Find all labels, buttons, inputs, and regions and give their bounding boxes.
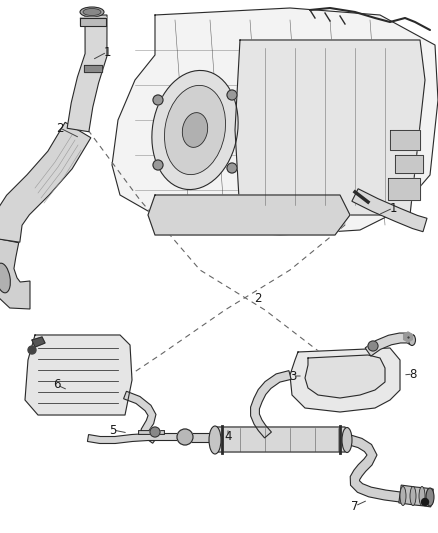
Ellipse shape <box>182 112 208 147</box>
Polygon shape <box>251 370 291 438</box>
Circle shape <box>177 429 193 445</box>
Text: 1: 1 <box>389 201 397 214</box>
Ellipse shape <box>419 487 425 505</box>
Ellipse shape <box>209 426 221 454</box>
Polygon shape <box>67 15 107 132</box>
Polygon shape <box>88 433 185 443</box>
Circle shape <box>28 346 36 354</box>
Circle shape <box>227 163 237 173</box>
Circle shape <box>153 160 163 170</box>
Text: 2: 2 <box>56 122 64 134</box>
Circle shape <box>421 498 428 505</box>
Text: 1: 1 <box>103 45 111 59</box>
Polygon shape <box>235 40 425 215</box>
Ellipse shape <box>342 427 352 453</box>
Bar <box>84 65 102 72</box>
Ellipse shape <box>410 487 416 505</box>
Polygon shape <box>0 122 91 242</box>
Circle shape <box>227 90 237 100</box>
Polygon shape <box>305 355 385 398</box>
Polygon shape <box>0 237 30 309</box>
Ellipse shape <box>152 70 238 190</box>
Ellipse shape <box>0 263 11 293</box>
Polygon shape <box>399 485 433 507</box>
Bar <box>388 178 420 200</box>
Polygon shape <box>25 335 132 415</box>
Text: 7: 7 <box>351 499 359 513</box>
Circle shape <box>150 427 160 437</box>
Text: 6: 6 <box>53 378 61 392</box>
Circle shape <box>368 341 378 351</box>
Polygon shape <box>290 348 400 412</box>
Polygon shape <box>352 189 427 232</box>
Polygon shape <box>32 337 45 347</box>
Text: 8: 8 <box>410 367 417 381</box>
Ellipse shape <box>164 85 226 175</box>
Circle shape <box>153 95 163 105</box>
Bar <box>395 155 423 173</box>
Text: 3: 3 <box>290 369 297 383</box>
Polygon shape <box>148 195 350 235</box>
Ellipse shape <box>80 7 104 17</box>
Polygon shape <box>124 391 157 443</box>
Bar <box>390 130 420 150</box>
Ellipse shape <box>426 488 434 506</box>
Text: 5: 5 <box>110 424 117 437</box>
Ellipse shape <box>83 9 101 15</box>
Polygon shape <box>185 432 215 441</box>
Polygon shape <box>349 435 412 502</box>
Ellipse shape <box>400 487 406 505</box>
Polygon shape <box>365 333 414 356</box>
Polygon shape <box>210 427 350 452</box>
Text: 4: 4 <box>224 431 232 443</box>
Polygon shape <box>112 8 438 235</box>
Bar <box>80 17 106 25</box>
Text: 2: 2 <box>254 292 262 304</box>
Ellipse shape <box>409 335 416 345</box>
